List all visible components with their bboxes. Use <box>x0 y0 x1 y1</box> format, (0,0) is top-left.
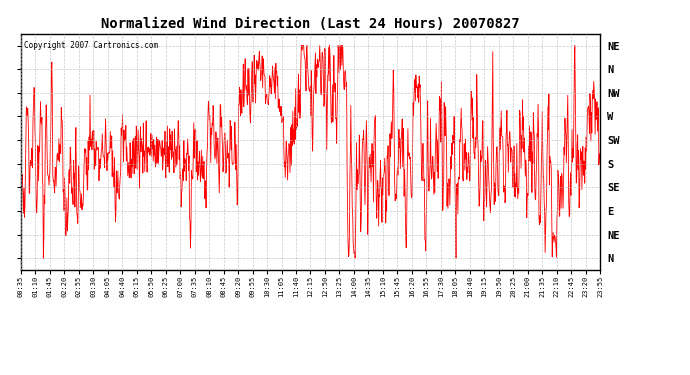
Text: Copyright 2007 Cartronics.com: Copyright 2007 Cartronics.com <box>23 41 158 50</box>
Title: Normalized Wind Direction (Last 24 Hours) 20070827: Normalized Wind Direction (Last 24 Hours… <box>101 17 520 31</box>
